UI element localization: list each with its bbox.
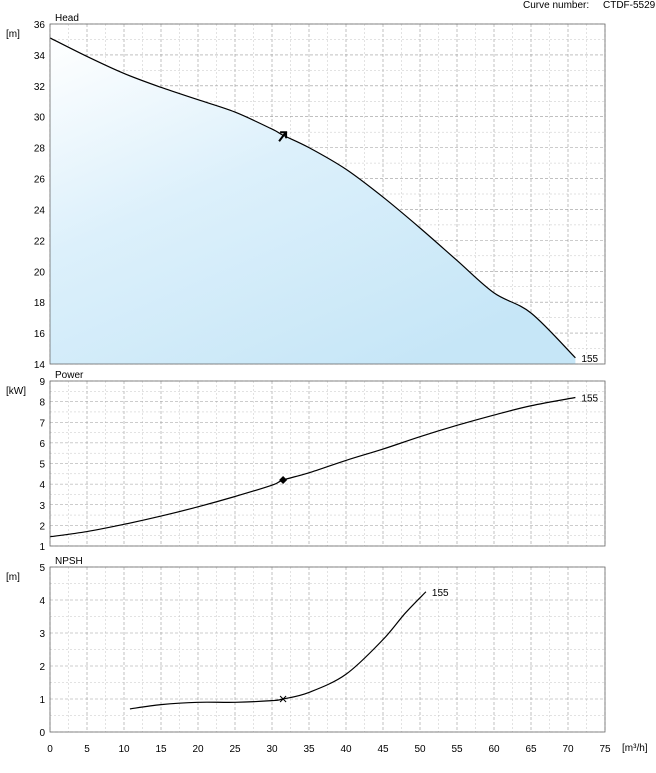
x-tick-label: 75: [599, 744, 611, 755]
series-line-power: [49, 396, 576, 538]
y-tick-label: 26: [34, 175, 46, 186]
y-tick-label: 4: [39, 480, 45, 491]
y-axis-unit: [m]: [6, 572, 20, 583]
y-tick-label: 22: [34, 236, 46, 247]
x-tick-label: 40: [340, 744, 352, 755]
y-tick-label: 1: [39, 695, 45, 706]
y-tick-label: 16: [34, 329, 46, 340]
y-tick-label: 32: [34, 82, 46, 93]
duty-point-marker: [279, 476, 288, 484]
plot-frame: [49, 566, 606, 733]
x-tick-label: 35: [303, 744, 315, 755]
x-tick-label: 65: [525, 744, 537, 755]
y-tick-label: 14: [34, 360, 46, 371]
y-tick-label: 20: [34, 267, 46, 278]
panel-title: Head: [55, 13, 79, 24]
y-tick-label: 30: [34, 113, 46, 124]
y-tick-label: 6: [39, 439, 45, 450]
y-tick-label: 9: [39, 377, 45, 388]
y-tick-label: 2: [39, 662, 45, 673]
x-tick-label: 55: [451, 744, 463, 755]
x-tick-label: 45: [377, 744, 389, 755]
x-axis-unit: [m³/h]: [622, 743, 648, 754]
head-area-fill: [50, 37, 576, 364]
y-tick-label: 3: [39, 629, 45, 640]
y-tick-label: 4: [39, 596, 45, 607]
panel-title: NPSH: [55, 556, 83, 567]
y-axis-unit: [m]: [6, 29, 20, 40]
series-label: 155: [581, 354, 598, 365]
series-label: 155: [432, 588, 449, 599]
curve-number-value: CTDF-5529: [603, 0, 656, 11]
x-tick-label: 50: [414, 744, 426, 755]
y-tick-label: 18: [34, 298, 46, 309]
y-tick-label: 28: [34, 144, 46, 155]
series-line-head: [49, 37, 576, 359]
y-tick-label: 1: [39, 542, 45, 553]
y-tick-label: 5: [39, 460, 45, 471]
curve-number-label: Curve number:: [523, 0, 590, 11]
x-tick-label: 0: [47, 744, 53, 755]
duty-point-marker: [279, 695, 287, 703]
y-tick-label: 7: [39, 418, 45, 429]
plot-frame: [49, 380, 606, 547]
y-axis-unit: [kW]: [6, 386, 26, 397]
series-label: 155: [581, 394, 598, 405]
x-tick-label: 5: [84, 744, 90, 755]
y-tick-label: 8: [39, 398, 45, 409]
y-tick-label: 34: [34, 51, 46, 62]
y-tick-label: 5: [39, 563, 45, 574]
x-tick-label: 70: [562, 744, 574, 755]
series-line-npsh: [129, 591, 427, 710]
y-tick-label: 36: [34, 20, 46, 31]
y-tick-label: 24: [34, 205, 46, 216]
y-tick-label: 0: [39, 728, 45, 739]
panel-title: Power: [55, 370, 84, 381]
x-tick-label: 30: [266, 744, 278, 755]
y-tick-label: 2: [39, 521, 45, 532]
x-tick-label: 10: [118, 744, 130, 755]
x-tick-label: 60: [488, 744, 500, 755]
plot-frame: [49, 23, 606, 365]
x-tick-label: 25: [229, 744, 241, 755]
y-tick-label: 3: [39, 501, 45, 512]
duty-point-marker: [278, 131, 288, 142]
x-tick-label: 15: [155, 744, 167, 755]
x-tick-label: 20: [192, 744, 204, 755]
